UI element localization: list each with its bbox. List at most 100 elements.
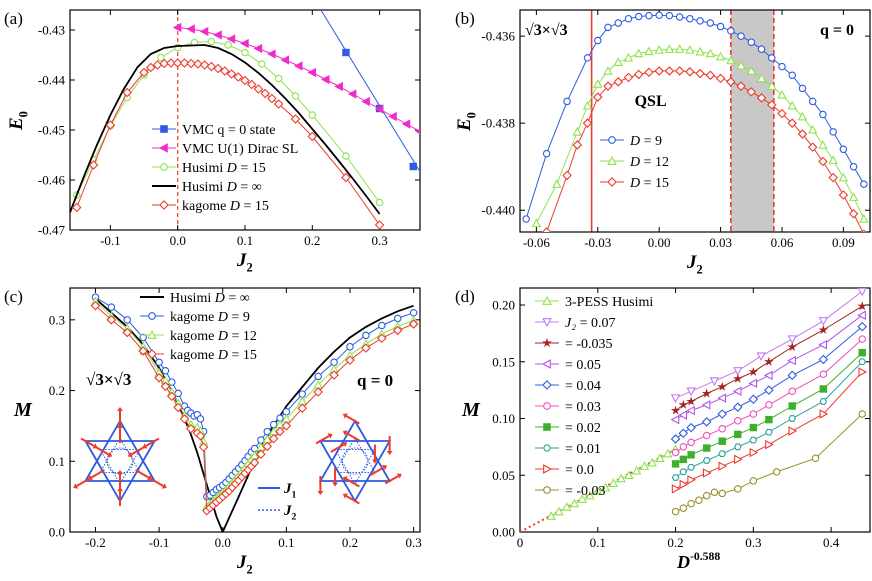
data-point [401, 119, 411, 129]
spin-arrowhead [117, 487, 123, 491]
data-point [818, 317, 829, 326]
data-point [655, 453, 665, 462]
data-point [613, 77, 624, 87]
data-point [709, 377, 720, 387]
data-point [280, 55, 290, 65]
y-tick-label: -0.47 [38, 223, 66, 238]
legend-label-part: D [629, 134, 644, 149]
data-point [198, 442, 209, 452]
data-point [623, 72, 634, 83]
data-point [686, 387, 696, 397]
lattice-inset-q0 [315, 413, 402, 505]
x-axis-label-main: D [676, 552, 690, 572]
data-point [767, 81, 777, 90]
data-point [746, 87, 757, 97]
data-point [542, 149, 551, 158]
data-point [161, 366, 170, 375]
data-point [702, 457, 711, 464]
axes-frame [519, 9, 871, 233]
data-point [839, 145, 848, 154]
data-point [654, 66, 664, 76]
data-point [701, 388, 712, 398]
spin-arrow [345, 432, 360, 442]
data-point [858, 367, 868, 377]
spin-arrowhead [371, 459, 378, 464]
data-point [199, 60, 210, 70]
legend-label-part: kagome [170, 310, 214, 325]
j2-bond [106, 447, 134, 475]
series-line [546, 70, 864, 232]
data-point [733, 443, 742, 451]
spin-arrowhead [332, 482, 339, 487]
j2-bond [334, 436, 376, 473]
y-tick-label: -0.45 [38, 123, 65, 138]
x-tick-label: 0.09 [832, 235, 855, 250]
data-point [787, 355, 796, 366]
spin-arrowhead [342, 413, 348, 419]
data-point [787, 341, 797, 352]
data-point [233, 72, 244, 82]
data-point [582, 100, 593, 110]
y-axis-label-script: 0 [465, 112, 479, 118]
data-point [260, 88, 270, 99]
data-point [765, 439, 774, 450]
data-point [858, 348, 866, 357]
data-point [631, 465, 642, 475]
legend-label: = 0.03 [565, 400, 601, 415]
data-point [702, 468, 712, 478]
data-point [392, 325, 403, 336]
y-axis-label: E0 [454, 112, 479, 132]
data-point [797, 129, 808, 139]
panel-letter: (b) [455, 9, 475, 28]
data-point [749, 477, 758, 485]
x-axis-label: J2 [686, 252, 703, 277]
data-point [838, 190, 849, 200]
legend-marker [160, 163, 168, 171]
legend-label-part: D [214, 329, 231, 344]
data-point [788, 415, 797, 422]
data-point [585, 490, 595, 500]
data-point [818, 139, 828, 149]
data-point [674, 44, 685, 53]
data-point [409, 162, 417, 171]
series-group [90, 293, 419, 532]
data-point [634, 12, 643, 21]
legend: D = 9D = 12D = 15 [600, 134, 669, 191]
data-point [733, 373, 743, 383]
data-point [756, 73, 767, 83]
legend-label-part: VMC q = 0 state [182, 123, 275, 138]
data-point [737, 32, 745, 40]
data-point [748, 394, 759, 404]
data-point [226, 34, 236, 44]
data-point [308, 111, 317, 119]
legend-marker [543, 402, 551, 410]
data-point [138, 346, 148, 356]
data-point [679, 468, 688, 476]
data-point [819, 385, 828, 393]
spin-arrowhead [117, 407, 123, 411]
panel-letter: (a) [4, 9, 23, 28]
data-point [811, 454, 820, 462]
data-point [377, 333, 387, 343]
data-point [746, 65, 757, 75]
x-tick-label: 0 [517, 535, 524, 550]
data-point [726, 77, 736, 87]
legend-label: 3-PESS Husimi [565, 295, 653, 310]
legend-marker [543, 444, 551, 452]
data-point [687, 475, 697, 485]
data-point [857, 310, 866, 320]
legend-marker [607, 155, 617, 165]
data-point [173, 402, 183, 413]
legend-label-part: = 0.0 [565, 463, 594, 478]
data-point [240, 75, 250, 86]
legend-label: D = 12 [629, 155, 669, 170]
x-tick-label: 0.3 [745, 535, 761, 550]
data-point [374, 104, 384, 114]
x-tick-label: -0.2 [85, 535, 106, 550]
data-point [702, 444, 711, 452]
spin-arrowhead [327, 433, 333, 439]
y-tick-label: -0.440 [481, 203, 515, 218]
spin-arrowhead [142, 443, 148, 449]
data-point [765, 415, 773, 424]
